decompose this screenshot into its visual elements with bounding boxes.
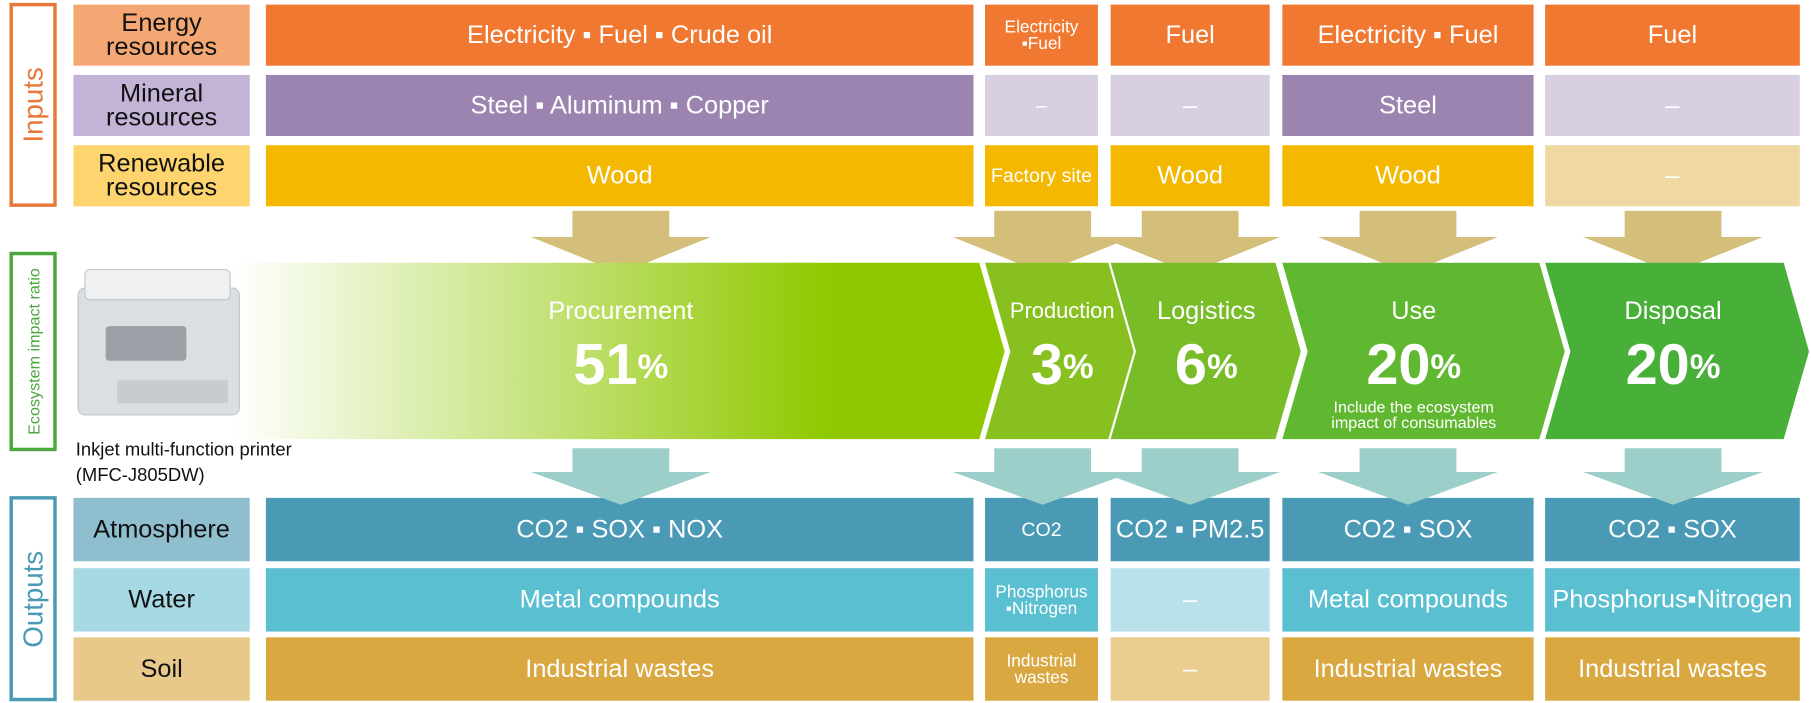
cell-text: Phosphorus▪Nitrogen <box>1552 586 1792 614</box>
cell-text: CO2 ▪ PM2.5 <box>1116 515 1264 543</box>
stage-name: Use <box>1391 297 1436 325</box>
row-label: Soil <box>140 655 182 683</box>
cell-text: Metal compounds <box>520 586 720 614</box>
cell-text: – <box>1665 162 1680 190</box>
ratio-number: 3 <box>1031 333 1063 397</box>
flow-arrow <box>1583 448 1763 504</box>
row-label: Atmosphere <box>93 515 230 543</box>
section-label: Outputs <box>18 551 49 648</box>
cell-text: Fuel <box>1166 21 1215 49</box>
cell-text: Steel ▪ Aluminum ▪ Copper <box>471 91 770 119</box>
diagram: Inputs Ecosystem impact ratio Outputs En… <box>0 0 1811 703</box>
cell-text: CO2 ▪ SOX ▪ NOX <box>516 515 723 543</box>
cell-text: Industrial wastes <box>525 655 714 683</box>
row-label: resources <box>106 174 217 202</box>
ratio-number: 51 <box>573 333 637 397</box>
section-label: Inputs <box>18 67 49 142</box>
stage-note: impact of consumables <box>1331 414 1496 432</box>
row-label: Water <box>128 586 195 614</box>
cell-text: Wood <box>587 162 653 190</box>
printer-panel <box>106 326 187 361</box>
row-label: resources <box>106 33 217 61</box>
ratio-number: 20 <box>1366 333 1430 397</box>
stage-name: Logistics <box>1157 297 1256 325</box>
ratio-unit: % <box>1690 348 1721 386</box>
flow-arrow <box>953 448 1133 504</box>
cell-text: – <box>1665 91 1680 119</box>
cell-text: – <box>1183 655 1198 683</box>
flow-arrow <box>1100 448 1280 504</box>
ratio-unit: % <box>1430 348 1461 386</box>
cell-text: Industrial wastes <box>1578 655 1767 683</box>
cell-text: – <box>1183 586 1198 614</box>
ratio-unit: % <box>1207 348 1238 386</box>
cell-text: Wood <box>1375 162 1441 190</box>
cell-text: CO2 ▪ SOX <box>1608 515 1737 543</box>
stage-name: Production <box>1010 298 1115 323</box>
cell-text: Fuel <box>1648 21 1697 49</box>
cell-text: Steel <box>1379 91 1437 119</box>
cell-text: Factory site <box>991 165 1092 187</box>
printer-tray <box>117 380 228 403</box>
cell-text: Electricity ▪ Fuel ▪ Crude oil <box>467 21 772 49</box>
cell-text: Metal compounds <box>1308 586 1508 614</box>
cell-text: CO2 ▪ SOX <box>1344 515 1473 543</box>
stage-name: Procurement <box>548 297 693 325</box>
ratio-unit: % <box>1063 348 1094 386</box>
cell-text: Wood <box>1157 162 1223 190</box>
cell-text: – <box>1036 95 1047 117</box>
flow-arrow <box>531 448 711 504</box>
cell-text: ▪Nitrogen <box>1006 598 1077 618</box>
ratio-unit: % <box>638 348 669 386</box>
cell-text: Industrial wastes <box>1314 655 1503 683</box>
row-label: resources <box>106 103 217 131</box>
product-caption: Inkjet multi-function printer <box>76 438 292 459</box>
cell-text: CO2 <box>1021 519 1061 541</box>
cell-text: wastes <box>1014 667 1069 687</box>
product-caption: (MFC-J805DW) <box>76 464 205 485</box>
cell-text: – <box>1183 91 1198 119</box>
cell-text: ▪Fuel <box>1022 33 1062 53</box>
printer-top <box>85 270 230 300</box>
flow-arrow <box>1318 448 1498 504</box>
ratio-number: 6 <box>1175 333 1207 397</box>
cell-text: Electricity ▪ Fuel <box>1318 21 1499 49</box>
stage-name: Disposal <box>1624 297 1721 325</box>
section-label: Ecosystem impact ratio <box>26 268 44 435</box>
ratio-number: 20 <box>1626 333 1690 397</box>
